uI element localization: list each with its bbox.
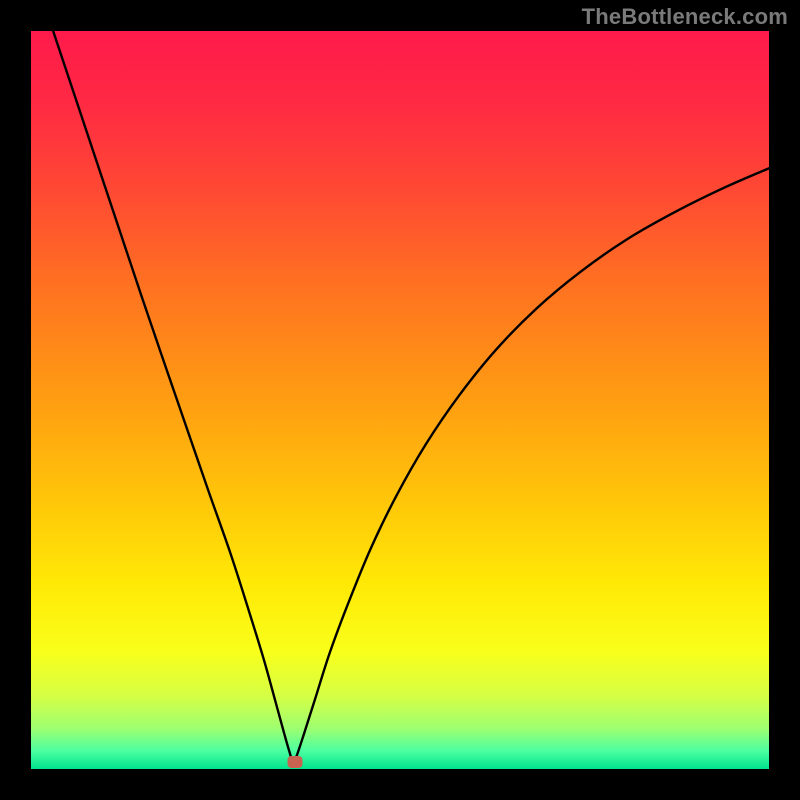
chart-container: TheBottleneck.com — [0, 0, 800, 800]
bottleneck-curve — [31, 0, 769, 762]
minimum-marker — [288, 756, 303, 768]
curve-layer — [0, 0, 800, 800]
watermark-text: TheBottleneck.com — [582, 4, 788, 30]
